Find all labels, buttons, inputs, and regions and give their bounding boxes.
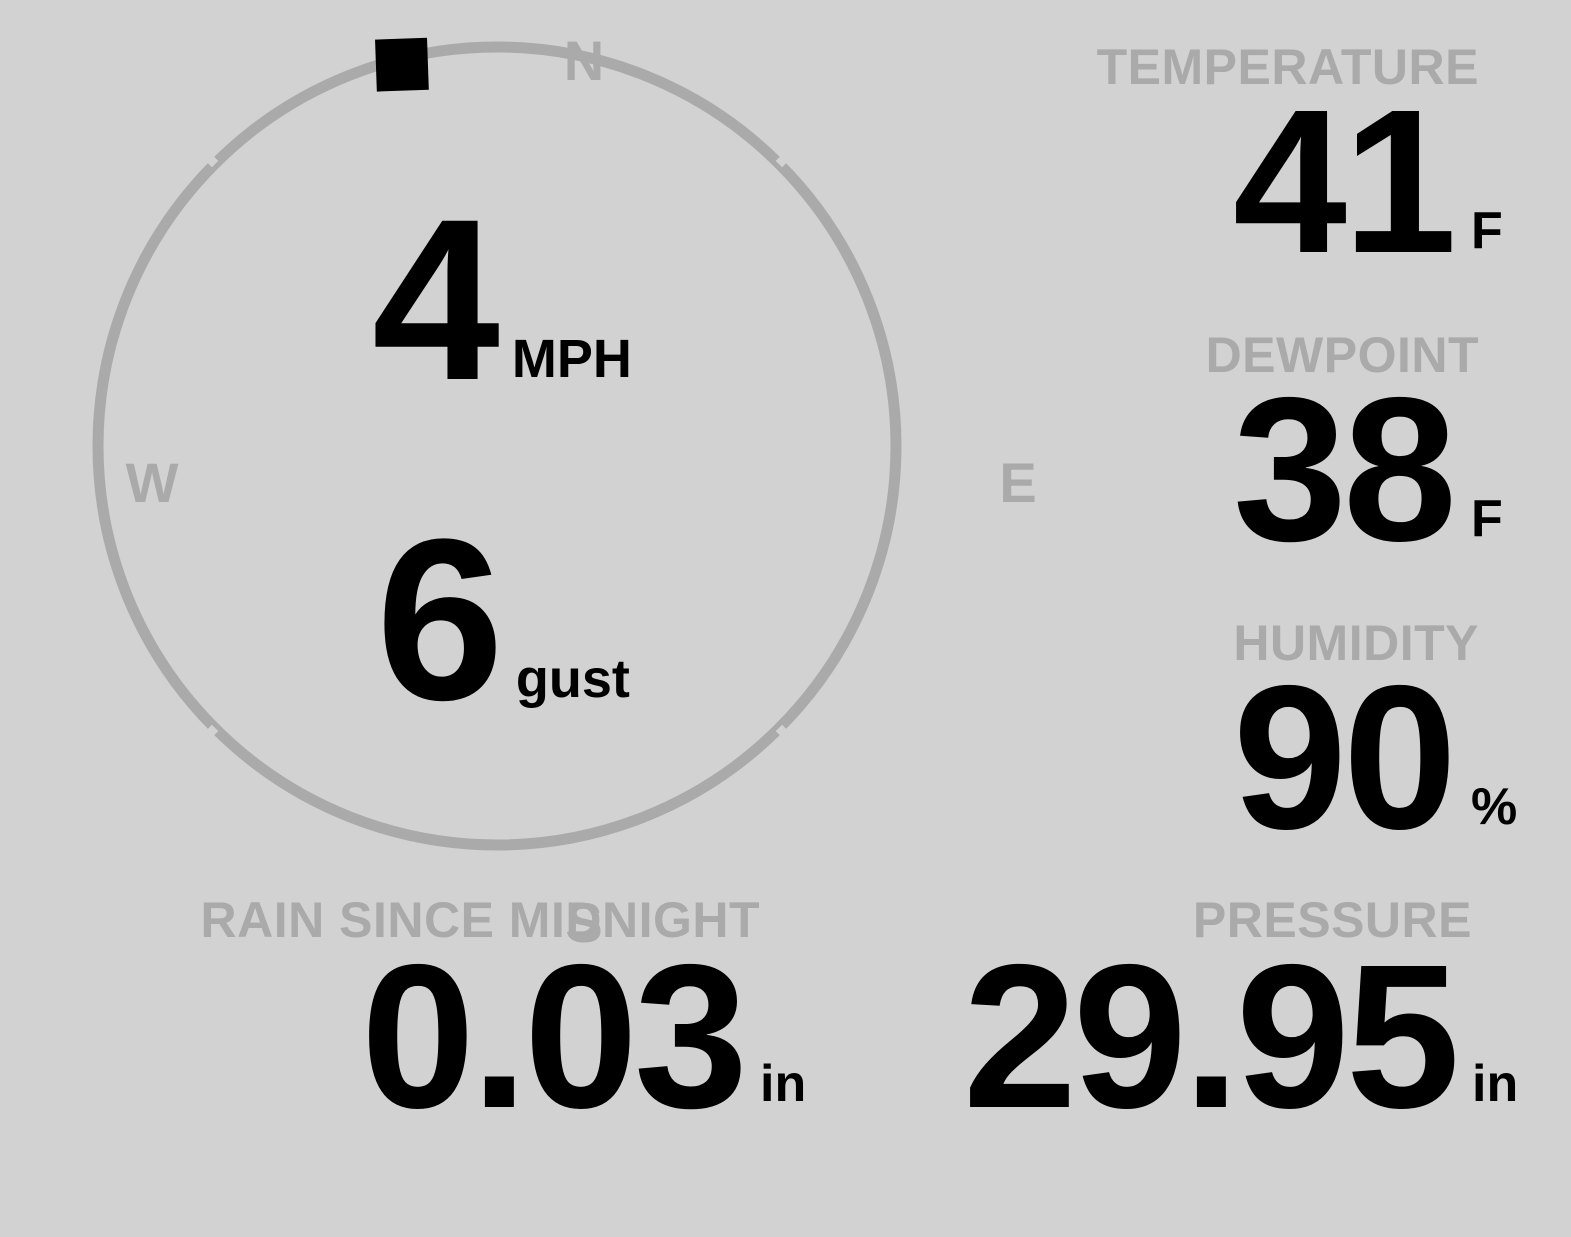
wind-speed-unit: MPH (511, 329, 632, 389)
wind-direction-marker (375, 37, 429, 92)
compass-tick-marks (198, 147, 796, 745)
wind-speed-readout: 4 MPH (372, 171, 632, 428)
metric-pressure-value: 29.95 (962, 921, 1460, 1151)
metric-temperature-row: 41 F (965, 67, 1525, 296)
metric-dewpoint: DEWPOINT 38 F (965, 327, 1525, 584)
wind-gust-value: 6 (376, 491, 504, 748)
compass-label-north: N (563, 29, 605, 92)
metric-dewpoint-unit: F (1471, 490, 1503, 548)
metric-humidity-row: 90 % (965, 643, 1525, 872)
metric-pressure-label: PRESSURE (1192, 891, 1472, 948)
wind-compass-dial: N E S W (88, 33, 1037, 951)
metric-temperature-label: TEMPERATURE (1096, 39, 1479, 95)
metric-humidity-label: HUMIDITY (1233, 615, 1479, 671)
metric-temperature-value: 41 (1232, 67, 1457, 296)
metric-dewpoint-row: 38 F (965, 355, 1525, 584)
wind-gust-readout: 6 gust (376, 491, 630, 748)
wind-speed-value: 4 (372, 171, 500, 428)
metric-rain-since-midnight: RAIN SINCE MIDNIGHT 0.03 in (112, 891, 812, 1151)
metric-temperature-unit: F (1471, 202, 1503, 260)
wind-gust-unit: gust (515, 649, 630, 709)
metric-dewpoint-label: DEWPOINT (1205, 327, 1479, 383)
metric-temperature: TEMPERATURE 41 F (965, 39, 1525, 296)
metric-pressure-row: 29.95 in (814, 921, 1524, 1151)
metric-pressure: PRESSURE 29.95 in (814, 891, 1524, 1151)
metric-humidity-unit: % (1471, 778, 1518, 836)
compass-label-south: S (565, 891, 603, 954)
compass-label-west: W (125, 451, 179, 514)
metric-pressure-unit: in (1472, 1054, 1519, 1113)
compass-circle-ring (92, 41, 902, 851)
metric-rain-row: 0.03 in (112, 921, 812, 1151)
metric-rain-value: 0.03 (361, 921, 748, 1151)
metric-humidity-value: 90 (1232, 643, 1457, 872)
metric-rain-unit: in (760, 1054, 807, 1113)
metric-dewpoint-value: 38 (1232, 355, 1457, 584)
compass-label-east: E (999, 451, 1037, 514)
metric-humidity: HUMIDITY 90 % (965, 615, 1525, 872)
metric-rain-label: RAIN SINCE MIDNIGHT (200, 891, 760, 948)
